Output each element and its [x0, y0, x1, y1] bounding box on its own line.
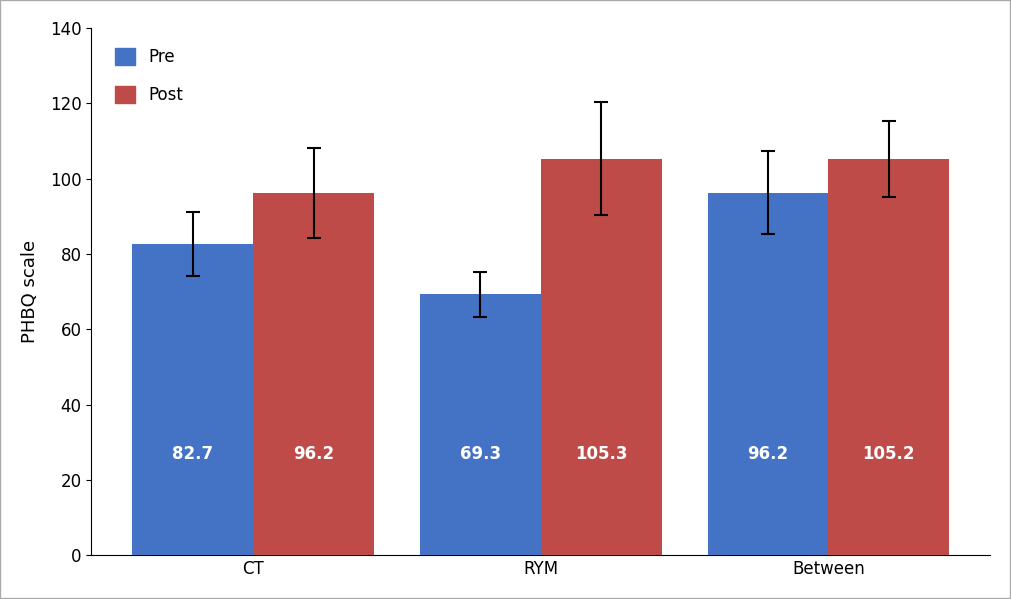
Text: 82.7: 82.7 — [172, 444, 213, 462]
Y-axis label: PHBQ scale: PHBQ scale — [21, 240, 38, 343]
Bar — [828, 159, 949, 555]
Text: 105.2: 105.2 — [862, 444, 915, 462]
Text: 105.3: 105.3 — [575, 444, 628, 462]
Bar — [420, 294, 541, 555]
Bar — [541, 159, 661, 555]
Bar — [132, 244, 253, 555]
Text: 69.3: 69.3 — [460, 444, 500, 462]
Bar — [253, 193, 374, 555]
Text: 96.2: 96.2 — [747, 444, 789, 462]
Bar — [708, 193, 828, 555]
Legend: Pre, Post: Pre, Post — [109, 41, 190, 111]
Text: 96.2: 96.2 — [293, 444, 334, 462]
